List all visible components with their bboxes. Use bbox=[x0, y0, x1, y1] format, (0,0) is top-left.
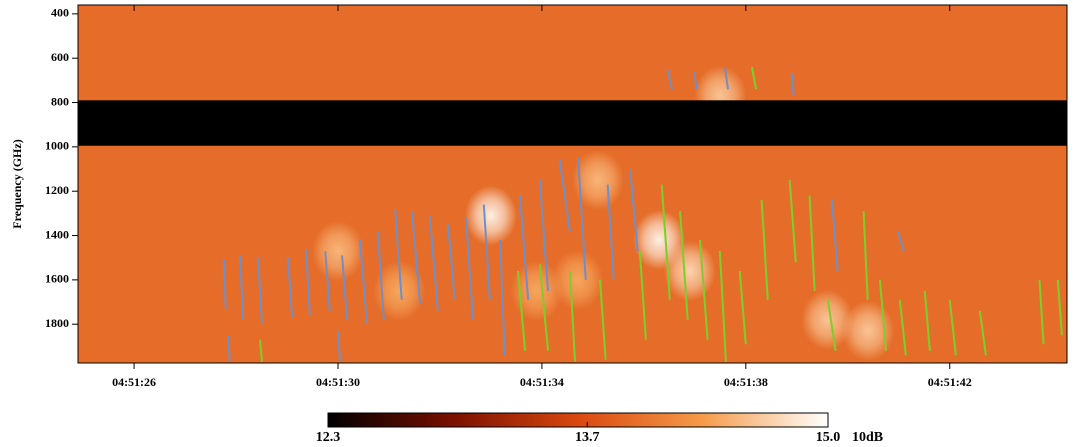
drift-segment bbox=[679, 211, 689, 320]
drift-segment bbox=[447, 224, 456, 300]
bright-patch bbox=[551, 249, 604, 310]
drift-segment bbox=[538, 264, 550, 351]
drift-segment bbox=[226, 335, 231, 362]
drift-segment bbox=[336, 330, 342, 362]
drift-segment bbox=[790, 73, 795, 96]
drift-segment bbox=[222, 259, 227, 309]
x-tick-label: 04:51:38 bbox=[724, 375, 768, 389]
plot-frame bbox=[77, 4, 1068, 364]
drift-segment bbox=[358, 239, 369, 325]
drift-segment bbox=[788, 180, 797, 263]
drift-segment bbox=[923, 290, 931, 351]
drift-segment bbox=[341, 255, 349, 320]
drift-segment bbox=[978, 310, 987, 356]
y-tick-label: 800 bbox=[51, 94, 69, 108]
drift-segment bbox=[324, 250, 331, 311]
drift-segment bbox=[606, 184, 615, 280]
drift-segment bbox=[410, 211, 422, 305]
colorbar-unit: 10dB bbox=[852, 430, 883, 445]
drift-segment bbox=[898, 299, 907, 356]
x-tick-label: 04:51:26 bbox=[112, 375, 156, 389]
bright-patch bbox=[464, 185, 517, 246]
drift-segment bbox=[660, 184, 671, 300]
drift-segment bbox=[239, 255, 245, 320]
drift-segment bbox=[666, 69, 673, 90]
drift-segment bbox=[464, 217, 475, 320]
y-axis-label: Frequency (GHz) bbox=[10, 139, 24, 228]
bright-patch bbox=[571, 150, 624, 211]
drift-segment bbox=[692, 71, 698, 90]
drift-segment bbox=[896, 230, 905, 252]
y-tick-label: 1200 bbox=[45, 183, 69, 197]
y-tick-label: 1800 bbox=[45, 316, 69, 330]
x-tick-label: 04:51:42 bbox=[928, 375, 972, 389]
colorbar-tick-label: 15.0 bbox=[816, 430, 841, 445]
drift-segment bbox=[750, 66, 758, 90]
x-tick-label: 04:51:30 bbox=[316, 375, 360, 389]
drift-segment bbox=[638, 250, 647, 340]
drift-segment bbox=[538, 180, 550, 292]
drift-segment bbox=[499, 239, 506, 356]
drift-segment bbox=[304, 248, 311, 316]
drift-segment bbox=[948, 299, 957, 356]
colorbar-tick-label: 12.3 bbox=[316, 430, 341, 445]
drift-segment bbox=[808, 195, 816, 292]
bright-patch bbox=[311, 221, 364, 282]
drift-segment bbox=[558, 160, 571, 232]
drift-segment bbox=[577, 157, 587, 280]
drift-segment bbox=[760, 200, 769, 300]
drift-segment bbox=[629, 168, 639, 252]
drift-segment bbox=[599, 279, 607, 360]
drift-segment bbox=[518, 195, 530, 300]
drift-segment bbox=[826, 299, 837, 351]
colorbar-tick-label: 13.7 bbox=[575, 430, 600, 445]
x-tick-label: 04:51:34 bbox=[520, 375, 564, 389]
drift-segment bbox=[1056, 279, 1063, 336]
bright-patch bbox=[801, 289, 854, 350]
drift-segment bbox=[723, 66, 729, 90]
drift-segment bbox=[878, 279, 888, 351]
drift-segment bbox=[738, 270, 747, 345]
drift-segment bbox=[259, 339, 264, 362]
bright-patch bbox=[663, 241, 716, 302]
masked-band bbox=[78, 100, 1067, 146]
drift-segment bbox=[376, 231, 385, 320]
y-tick-label: 1600 bbox=[45, 272, 69, 286]
drift-segment bbox=[516, 270, 527, 351]
drift-segment bbox=[698, 239, 709, 340]
drift-segment bbox=[256, 257, 264, 325]
bright-patch bbox=[842, 300, 895, 361]
y-tick-label: 1400 bbox=[45, 227, 69, 241]
y-tick-label: 400 bbox=[51, 6, 69, 20]
drift-segment bbox=[482, 204, 491, 300]
drift-segment bbox=[1038, 279, 1045, 345]
drift-segment bbox=[830, 199, 839, 272]
drift-segment bbox=[862, 211, 869, 300]
drift-segment bbox=[718, 251, 727, 362]
drift-segment bbox=[394, 208, 403, 300]
drift-segment bbox=[287, 257, 294, 318]
drift-segment bbox=[568, 270, 577, 362]
y-tick-label: 600 bbox=[51, 50, 69, 64]
drift-segment bbox=[428, 215, 439, 311]
bright-patch bbox=[373, 260, 426, 321]
bright-patch bbox=[510, 260, 563, 321]
colorbar bbox=[327, 412, 829, 428]
y-tick-label: 1000 bbox=[45, 139, 69, 153]
